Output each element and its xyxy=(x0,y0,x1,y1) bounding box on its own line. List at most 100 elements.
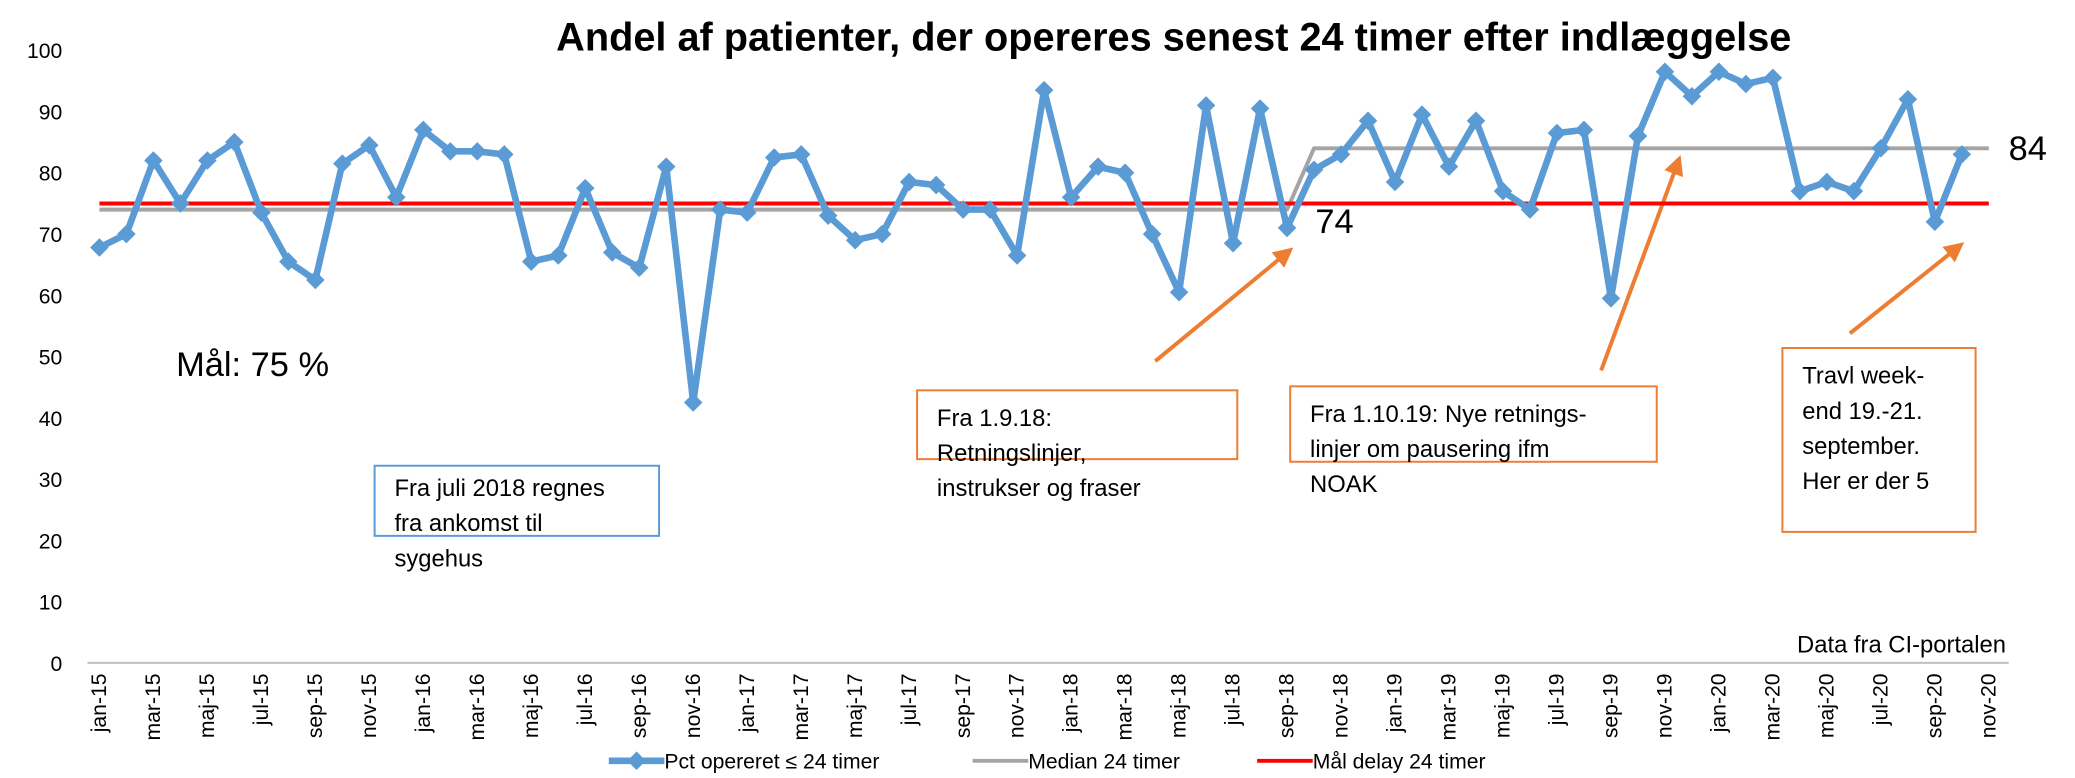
note-text: sygehus xyxy=(394,545,483,572)
data-point xyxy=(333,154,352,173)
legend-marker xyxy=(627,751,646,771)
y-tick-label: 20 xyxy=(39,530,63,553)
y-tick-label: 70 xyxy=(39,224,63,247)
data-point xyxy=(683,393,703,412)
x-tick-label: sep-18 xyxy=(1276,673,1299,738)
data-point xyxy=(1385,172,1405,192)
data-point xyxy=(1412,105,1432,124)
legend-item: Mål delay 24 timer xyxy=(1257,751,1486,774)
goal-label: Mål: 75 % xyxy=(176,346,329,384)
data-point xyxy=(1898,90,1918,109)
data-point xyxy=(818,206,838,225)
data-point xyxy=(1493,181,1513,201)
data-point xyxy=(1817,172,1837,192)
data-point xyxy=(980,200,1000,219)
note-text: Retningslinjer, xyxy=(937,440,1086,467)
data-point xyxy=(1628,126,1648,146)
x-tick-label: mar-15 xyxy=(142,673,165,740)
data-point xyxy=(1115,163,1135,183)
series-line xyxy=(99,146,1989,212)
data-point xyxy=(1871,139,1891,158)
data-point xyxy=(1223,233,1243,253)
x-tick-label: nov-19 xyxy=(1654,673,1677,738)
data-point xyxy=(306,270,325,290)
x-tick-label: nov-17 xyxy=(1006,673,1029,738)
data-point xyxy=(1277,218,1297,238)
x-tick-label: jul-17 xyxy=(898,673,921,726)
x-tick-label: mar-16 xyxy=(466,673,489,740)
legend-item: Median 24 timer xyxy=(972,751,1180,774)
note-text: Fra 1.10.19: Nye retnings- xyxy=(1310,401,1586,428)
data-point xyxy=(1520,200,1540,219)
arrow xyxy=(1153,247,1294,363)
data-point xyxy=(1547,123,1567,143)
y-tick-label: 80 xyxy=(39,163,63,186)
note-text: Fra 1.9.18: xyxy=(937,405,1052,432)
data-point xyxy=(414,120,433,140)
data-point xyxy=(495,145,514,164)
x-tick-label: mar-20 xyxy=(1762,673,1785,740)
note-text: end 19.-21. xyxy=(1802,398,1922,425)
data-point xyxy=(117,224,136,244)
x-tick-label: sep-19 xyxy=(1600,673,1623,738)
note-text: september. xyxy=(1802,433,1920,460)
x-tick-label: maj-17 xyxy=(844,673,867,738)
data-point xyxy=(1736,74,1756,94)
data-point xyxy=(602,243,622,262)
chart-title: Andel af patienter, der opereres senest … xyxy=(556,15,1791,59)
series-line xyxy=(97,68,1965,406)
data-point xyxy=(737,203,757,222)
note-box xyxy=(1781,346,1977,533)
arrow xyxy=(1599,155,1684,372)
x-tick-label: jul-19 xyxy=(1546,673,1569,726)
data-point xyxy=(522,252,541,271)
data-point xyxy=(387,188,406,207)
data-point xyxy=(1790,181,1810,201)
x-tick-label: jan-15 xyxy=(88,673,111,733)
data-point xyxy=(656,157,676,176)
y-tick-label: 40 xyxy=(39,408,63,431)
x-tick-label: nov-20 xyxy=(1977,673,2000,738)
note-text: linjer om pausering ifm xyxy=(1310,436,1549,463)
legend-item: Pct opereret ≤ 24 timer xyxy=(608,751,879,774)
data-point xyxy=(1358,111,1378,130)
data-point xyxy=(549,246,568,265)
note-text: Fra juli 2018 regnes xyxy=(394,475,604,502)
data-point xyxy=(1925,212,1945,232)
x-tick-label: maj-15 xyxy=(196,673,219,738)
note-text: Her er der 5 xyxy=(1802,468,1929,495)
y-tick-label: 100 xyxy=(27,40,62,63)
x-tick-label: mar-17 xyxy=(790,673,813,740)
x-tick-label: mar-19 xyxy=(1438,673,1461,740)
legend-label: Mål delay 24 timer xyxy=(1313,751,1486,774)
data-point xyxy=(575,178,595,198)
legend-label: Pct opereret ≤ 24 timer xyxy=(664,751,879,774)
x-tick-label: jul-18 xyxy=(1222,673,1245,726)
data-point xyxy=(468,142,487,161)
x-tick-label: jan-19 xyxy=(1384,673,1407,733)
x-tick-label: maj-19 xyxy=(1492,673,1515,738)
data-point xyxy=(1844,181,1864,201)
y-tick-label: 0 xyxy=(51,653,63,676)
x-tick-label: nov-18 xyxy=(1330,673,1353,738)
data-point xyxy=(1709,62,1729,81)
data-point xyxy=(1088,157,1108,176)
data-point xyxy=(1142,224,1162,244)
note-box xyxy=(373,464,661,537)
median-label: 74 xyxy=(1315,203,1353,241)
x-tick-label: jul-16 xyxy=(574,673,597,726)
y-tick-label: 10 xyxy=(39,592,63,615)
y-tick-label: 30 xyxy=(39,469,63,492)
x-tick-label: jan-17 xyxy=(736,673,759,733)
data-point xyxy=(872,224,892,244)
note-text: fra ankomst til xyxy=(394,510,542,537)
x-tick-label: sep-17 xyxy=(952,673,975,738)
data-point xyxy=(1682,86,1702,106)
data-point xyxy=(1601,289,1621,308)
data-point xyxy=(1952,145,1972,164)
data-point xyxy=(899,172,919,192)
median-label: 84 xyxy=(2009,130,2047,168)
data-point xyxy=(1061,188,1081,207)
data-point xyxy=(845,230,865,250)
